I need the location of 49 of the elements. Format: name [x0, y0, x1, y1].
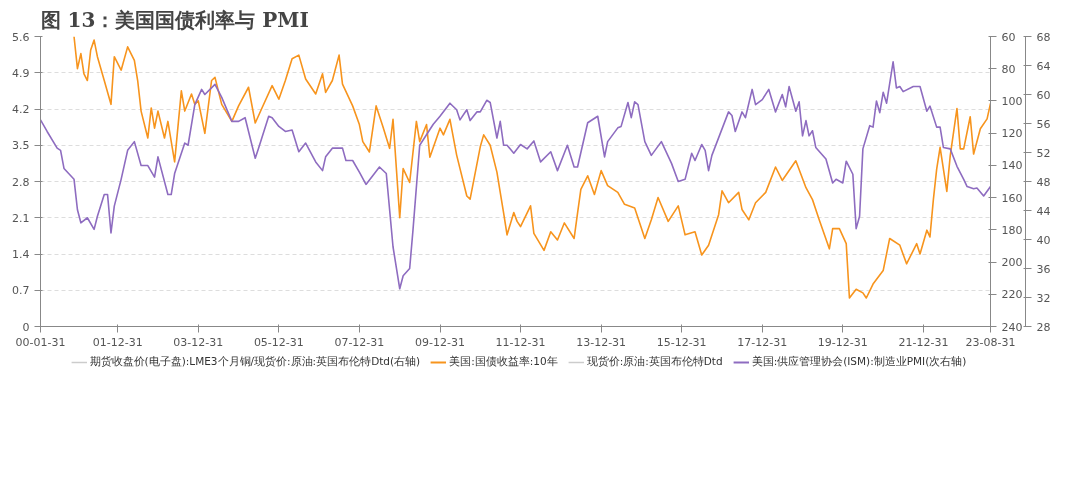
y3-tick-label: 48 [1036, 175, 1051, 189]
x-tick-label: 15-12-31 [656, 335, 707, 349]
legend-label: 美国:国债收益率:10年 [449, 355, 558, 369]
y3-tick-label: 52 [1036, 146, 1051, 160]
y2-tick-label: 240 [1001, 320, 1023, 334]
y2-tick-label: 220 [1001, 288, 1023, 302]
x-tick-label: 07-12-31 [334, 335, 385, 349]
y2-tick-label: 80 [1001, 62, 1016, 76]
legend-label: 期货收盘价(电子盘):LME3个月铜/现货价:原油:英国布伦特Dtd(右轴) [89, 355, 421, 369]
y-tick-label: 2.8 [12, 175, 30, 189]
x-tick-label: 05-12-31 [253, 335, 304, 349]
y2-tick-label: 120 [1001, 127, 1023, 141]
y3-tick-label: 28 [1036, 320, 1051, 334]
chart-title: 图 13：美国国债利率与 PMI [40, 7, 309, 32]
legend-label: 美国:供应管理协会(ISM):制造业PMI(次右轴) [751, 355, 967, 369]
x-tick-label: 21-12-31 [898, 335, 949, 349]
x-tick-label: 03-12-31 [173, 335, 224, 349]
y2-tick-label: 60 [1001, 30, 1016, 44]
y2-tick-label: 200 [1001, 256, 1023, 270]
x-tick-label: 00-01-31 [15, 335, 66, 349]
y2-tick-label: 180 [1001, 223, 1023, 237]
y2-tick-label: 160 [1001, 191, 1023, 205]
y3-tick-label: 44 [1036, 204, 1051, 218]
y3-tick-label: 68 [1036, 30, 1051, 44]
y-tick-label: 4.9 [12, 66, 30, 80]
y3-tick-label: 36 [1036, 262, 1051, 276]
y-tick-label: 5.6 [12, 30, 30, 44]
y3-tick-label: 56 [1036, 117, 1051, 131]
y-tick-label: 4.2 [12, 103, 30, 116]
y3-tick-label: 32 [1036, 291, 1051, 305]
y3-tick-label: 40 [1036, 233, 1051, 247]
x-tick-label: 11-12-31 [495, 335, 546, 349]
line-series [73, 36, 991, 299]
x-tick-label: 17-12-31 [737, 335, 788, 349]
y3-tick-label: 60 [1036, 88, 1051, 102]
x-tick-label: 23-08-31 [965, 335, 1016, 349]
y2-tick-label: 100 [1001, 94, 1023, 108]
x-tick-label: 13-12-31 [576, 335, 627, 349]
legend-label: 现货价:原油:英国布伦特Dtd [586, 355, 723, 369]
x-tick-label: 09-12-31 [415, 335, 465, 349]
y-tick-label: 2.1 [12, 211, 30, 225]
y-tick-label: 0 [22, 320, 30, 334]
y2-tick-label: 140 [1001, 159, 1023, 173]
x-tick-label: 19-12-31 [817, 335, 868, 349]
y-tick-label: 0.7 [12, 284, 30, 298]
y-tick-label: 3.5 [12, 139, 30, 153]
x-tick-label: 01-12-31 [92, 335, 143, 349]
y-tick-label: 1.4 [12, 248, 30, 261]
y3-tick-label: 64 [1036, 59, 1051, 73]
